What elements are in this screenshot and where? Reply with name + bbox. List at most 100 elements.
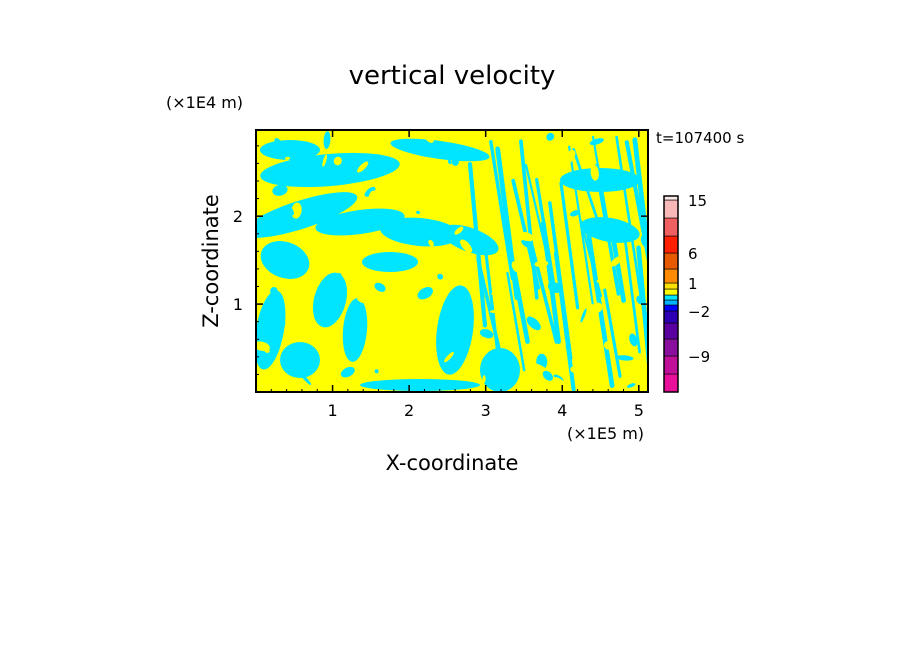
field-stripe: [559, 181, 580, 310]
field-cell: [262, 170, 276, 181]
field-cell: [357, 295, 369, 303]
field-cell: [280, 221, 289, 232]
field-cell: [546, 159, 555, 168]
field-cell: [345, 263, 355, 277]
field-cell: [521, 240, 530, 248]
field-cell: [270, 286, 278, 295]
field-cell: [569, 210, 580, 217]
field-stripe: [594, 164, 621, 296]
field-cell: [562, 150, 576, 165]
x-tick-label: 5: [634, 401, 644, 420]
field-stripe: [500, 208, 530, 344]
colorbar-segment: [663, 294, 679, 301]
field-cell: [613, 175, 619, 189]
colorbar-segment: [663, 373, 679, 393]
velocity-field: [256, 130, 648, 392]
field-cell: [519, 232, 535, 242]
colorbar-segment: [663, 252, 679, 270]
field-cell: [526, 316, 541, 331]
field-stripe: [603, 288, 622, 378]
field-cell: [565, 344, 571, 350]
colorbar-segment: [663, 338, 679, 357]
field-cell: [570, 365, 587, 375]
field-cell: [364, 186, 376, 197]
field-cell: [547, 282, 562, 293]
field-cell: [374, 282, 386, 292]
field-cell: [636, 295, 645, 305]
field-stripe: [483, 241, 502, 375]
colorbar-segment: [663, 322, 679, 340]
y-tick-label: 2: [233, 207, 243, 226]
colorbar-frame: [663, 195, 679, 393]
field-cell: [565, 130, 572, 142]
field-cell: [368, 190, 377, 203]
field-stripe: [636, 245, 648, 376]
field-cell: [274, 137, 281, 146]
field-cell: [438, 225, 447, 232]
field-cell: [591, 302, 603, 313]
x-tick-label: 4: [557, 401, 567, 420]
field-cell: [460, 239, 473, 253]
field-cell: [616, 355, 634, 361]
x-tick-label: 2: [404, 401, 414, 420]
field-stripe: [506, 271, 526, 372]
field-cell: [542, 370, 553, 381]
field-cell: [291, 202, 302, 219]
field-cell: [590, 164, 599, 181]
y-axis-title: Z-coordinate: [199, 194, 223, 328]
colorbar-label: −2: [688, 303, 710, 321]
field-cell: [479, 329, 494, 339]
colorbar-segment: [663, 299, 679, 306]
colorbar-label: 15: [688, 192, 707, 210]
field-cell: [403, 218, 414, 224]
chart-title: vertical velocity: [349, 61, 556, 91]
field-region: [362, 252, 418, 272]
field-cell: [333, 273, 342, 282]
field-cell: [447, 159, 452, 165]
field-cell: [546, 132, 555, 141]
field-cell: [491, 292, 507, 298]
field-cell: [534, 260, 549, 267]
field-stripe: [467, 162, 488, 328]
colorbar-segment: [663, 355, 679, 375]
y-tick-label: 1: [233, 295, 243, 314]
field-cell: [284, 156, 291, 160]
field-cell: [374, 369, 379, 374]
field-stripe: [591, 135, 610, 229]
field-cell: [589, 138, 604, 146]
field-cell: [417, 287, 433, 300]
field-region: [390, 138, 490, 162]
colorbar-segment: [663, 304, 679, 312]
field-cell: [451, 158, 459, 166]
field-cell: [482, 375, 486, 384]
field-cell: [428, 239, 434, 247]
colorbar-segment: [663, 268, 679, 284]
x-axis: 1 2 3 4 5: [270, 130, 644, 420]
y-axis: 12: [233, 145, 648, 375]
field-cell: [422, 130, 434, 143]
x-unit-label: (×1E5 m): [567, 424, 644, 443]
colorbar-segment: [663, 288, 679, 296]
field-cell: [357, 161, 369, 173]
field-cell: [533, 363, 549, 373]
field-cell: [596, 279, 615, 285]
field-cell: [331, 295, 338, 300]
field-cell: [277, 314, 286, 327]
x-tick-label: 1: [327, 401, 337, 420]
colorbar-label: −9: [688, 348, 710, 366]
field-stripe: [615, 135, 643, 300]
field-cell: [524, 362, 531, 369]
field-cell: [476, 337, 489, 349]
field-region: [260, 152, 400, 188]
colorbar-label: 1: [688, 275, 698, 293]
time-label: t=107400 s: [656, 129, 744, 147]
field-cell: [454, 226, 464, 235]
field-stripe: [519, 139, 539, 300]
field-stripe: [622, 228, 641, 354]
field-stripe: [553, 251, 576, 392]
field-cell: [422, 177, 433, 188]
field-cell: [489, 309, 504, 314]
field-region: [312, 272, 348, 328]
field-cell: [444, 351, 454, 363]
